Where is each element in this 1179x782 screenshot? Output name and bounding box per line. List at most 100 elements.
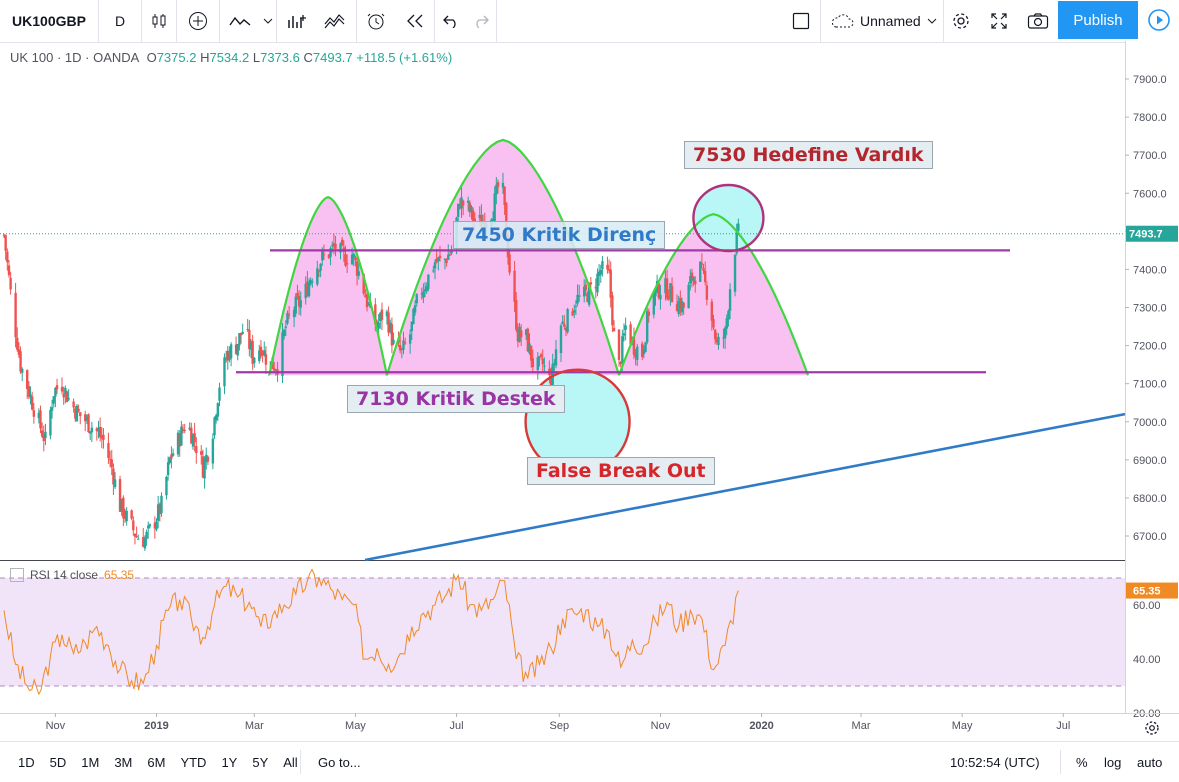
- price-axis[interactable]: 6700.0 6800.0 6900.0 7000.0 7100.0 7200.0 7300…: [1125, 41, 1179, 720]
- candle: [390, 317, 394, 354]
- candle: [365, 290, 369, 312]
- interval-button[interactable]: D: [99, 0, 142, 42]
- arch-outline-1: [268, 195, 388, 376]
- open-value: 7375.2: [156, 50, 197, 65]
- candle: [229, 342, 233, 367]
- range-button-1y[interactable]: 1Y: [221, 754, 238, 770]
- chart-style-icon[interactable]: [220, 0, 260, 42]
- range-button-all[interactable]: All: [283, 754, 298, 770]
- candle: [543, 357, 546, 374]
- divider: [300, 750, 301, 774]
- candle: [713, 328, 717, 345]
- percent-toggle[interactable]: %: [1076, 742, 1088, 782]
- candle: [433, 259, 437, 280]
- compare-icon[interactable]: [316, 0, 357, 42]
- candle: [311, 278, 314, 288]
- candle: [586, 291, 589, 303]
- collapse-pane-icon[interactable]: [10, 568, 24, 582]
- candle: [438, 245, 442, 262]
- replay-icon[interactable]: [396, 0, 435, 42]
- candle: [132, 516, 135, 536]
- publish-button[interactable]: Publish: [1058, 1, 1138, 39]
- arch-pattern: [269, 139, 808, 474]
- candle: [54, 387, 57, 408]
- redo-icon[interactable]: [466, 0, 497, 42]
- undo-icon[interactable]: [436, 0, 466, 42]
- log-toggle[interactable]: log: [1104, 742, 1121, 782]
- candle: [319, 263, 322, 278]
- candle: [680, 297, 684, 316]
- candle: [657, 281, 660, 300]
- time-axis[interactable]: Nov 2019 Mar May Jul Sep Nov 2020 Mar May Jul: [0, 713, 1179, 735]
- support-callout: 7130 Kritik Destek: [347, 385, 565, 413]
- candle: [170, 446, 173, 469]
- candle: [26, 369, 29, 399]
- candle: [576, 284, 579, 307]
- price-tick-label: 6900.0: [1133, 455, 1167, 467]
- candle: [694, 276, 697, 293]
- candle: [108, 450, 112, 468]
- rsi-value-tag: [1126, 582, 1178, 599]
- candlestick-series: [2, 172, 740, 552]
- candle: [601, 256, 604, 277]
- axis-settings-gear-icon[interactable]: [1145, 721, 1159, 735]
- price-chart[interactable]: 6700.0 6800.0 6900.0 7000.0 7100.0 7200.0 7300…: [0, 41, 1179, 741]
- candle: [410, 321, 413, 340]
- candle: [299, 291, 302, 316]
- interval-label: D: [114, 13, 126, 29]
- symbol-search-button[interactable]: UK100GBP: [0, 0, 99, 42]
- candle: [213, 416, 216, 440]
- checkbox-icon[interactable]: [782, 0, 821, 42]
- candle: [408, 329, 412, 354]
- range-button-ytd[interactable]: YTD: [180, 754, 207, 770]
- alert-clock-icon[interactable]: [358, 0, 394, 42]
- candle: [702, 263, 705, 275]
- range-button-3m[interactable]: 3M: [114, 754, 133, 770]
- arch-fill-3: [619, 214, 808, 376]
- candle: [64, 385, 67, 404]
- candle: [443, 257, 447, 270]
- range-button-1d[interactable]: 1D: [18, 754, 35, 770]
- candle: [135, 526, 138, 539]
- chevron-down-icon[interactable]: [260, 0, 277, 42]
- candle: [503, 186, 506, 215]
- price-tick-label: 7000.0: [1133, 417, 1167, 429]
- divider: [1060, 750, 1061, 774]
- candle: [387, 306, 390, 337]
- play-icon[interactable]: [1140, 1, 1178, 39]
- range-button-5y[interactable]: 5Y: [252, 754, 269, 770]
- indicators-icon[interactable]: [280, 0, 314, 42]
- candles-icon[interactable]: [142, 0, 177, 42]
- camera-icon[interactable]: [1020, 0, 1056, 42]
- last-price-label: 7493.7: [1129, 229, 1163, 241]
- range-button-5d[interactable]: 5D: [49, 754, 67, 770]
- candle: [665, 269, 669, 301]
- candle: [21, 367, 24, 382]
- candle: [249, 339, 253, 359]
- candle: [100, 427, 104, 449]
- symbol-label: UK100GBP: [12, 13, 86, 29]
- candle: [679, 290, 682, 316]
- add-indicator-icon[interactable]: [177, 0, 220, 42]
- candle: [461, 199, 465, 216]
- candle: [143, 535, 147, 552]
- range-button-1m[interactable]: 1M: [81, 754, 100, 770]
- clock-display[interactable]: 10:52:54 (UTC): [950, 742, 1040, 782]
- candle: [733, 253, 737, 297]
- fullscreen-icon[interactable]: [982, 0, 1016, 42]
- target-circle: [692, 183, 765, 253]
- candle: [317, 269, 321, 278]
- candle: [248, 320, 251, 357]
- cloud-icon: [831, 14, 854, 28]
- candle: [253, 356, 256, 368]
- publish-label: Publish: [1073, 11, 1123, 29]
- change-value: +118.5 (+1.61%): [356, 50, 453, 65]
- goto-button[interactable]: Go to...: [318, 742, 361, 782]
- auto-toggle[interactable]: auto: [1137, 742, 1162, 782]
- range-button-6m[interactable]: 6M: [147, 754, 166, 770]
- settings-gear-icon[interactable]: [944, 0, 978, 42]
- candle: [675, 294, 679, 312]
- candle: [379, 311, 382, 329]
- layout-dropdown[interactable]: Unnamed: [822, 0, 944, 42]
- candle: [168, 456, 171, 465]
